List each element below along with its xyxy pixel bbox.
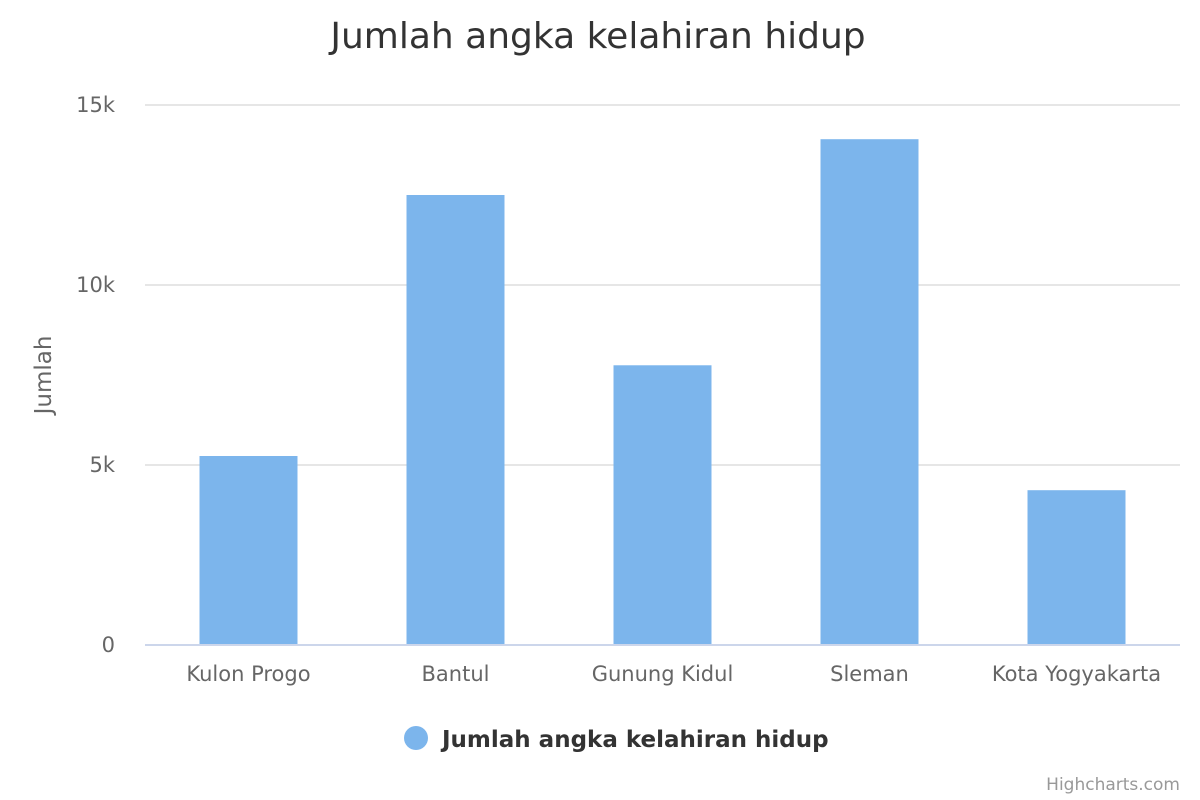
bar-kota-yogyakarta[interactable] (1027, 490, 1126, 645)
x-category-label: Kulon Progo (186, 662, 310, 686)
y-tick-label: 5k (89, 453, 115, 477)
bar-bantul[interactable] (406, 195, 505, 645)
y-tick-label: 0 (102, 633, 115, 657)
y-tick-label: 10k (76, 273, 116, 297)
chart-title: Jumlah angka kelahiran hidup (328, 16, 865, 57)
x-category-label: Bantul (422, 662, 490, 686)
bar-gunung-kidul[interactable] (613, 365, 712, 645)
x-category-labels: Kulon Progo Bantul Gunung Kidul Sleman Kota … (186, 662, 1161, 686)
y-axis-title: Jumlah (31, 336, 57, 417)
x-category-label: Gunung Kidul (592, 662, 734, 686)
x-category-label: Kota Yogyakarta (992, 662, 1161, 686)
bar-sleman[interactable] (820, 139, 919, 645)
legend[interactable]: Jumlah angka kelahiran hidup (404, 726, 829, 753)
x-category-label: Sleman (830, 662, 909, 686)
y-tick-label: 15k (76, 93, 116, 117)
bars-layer (199, 139, 1126, 645)
legend-label[interactable]: Jumlah angka kelahiran hidup (440, 727, 829, 753)
y-tick-labels: 0 5k 10k 15k (76, 93, 116, 657)
credits-link[interactable]: Highcharts.com (1046, 775, 1180, 795)
bar-kulon-progo[interactable] (199, 456, 298, 645)
legend-symbol[interactable] (404, 726, 428, 750)
